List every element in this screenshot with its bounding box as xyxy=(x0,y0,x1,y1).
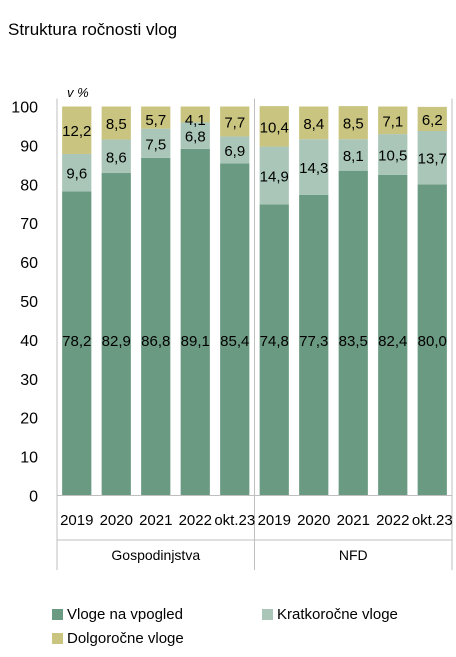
data-label: 8,6 xyxy=(106,149,127,166)
y-tick-label: 90 xyxy=(20,138,38,155)
bar-segment xyxy=(220,163,250,496)
bar-segment xyxy=(259,146,289,205)
bar-segment xyxy=(101,139,131,174)
y-tick-label: 60 xyxy=(20,255,38,272)
bar-segment xyxy=(338,170,368,496)
bar-segment xyxy=(180,122,210,149)
bar-segment xyxy=(378,174,408,496)
x-tick-label: okt.23 xyxy=(412,512,453,529)
data-label: 74,8 xyxy=(260,333,289,350)
data-label: 85,4 xyxy=(220,333,249,350)
data-label: 8,1 xyxy=(343,148,364,165)
data-label: 4,1 xyxy=(185,112,206,129)
data-label: 14,3 xyxy=(299,160,328,177)
x-tick-label: 2020 xyxy=(297,512,330,529)
y-tick-label: 40 xyxy=(20,333,38,350)
data-label: 8,5 xyxy=(106,116,127,133)
bar-segment xyxy=(220,136,250,164)
x-tick-label: 2022 xyxy=(179,512,212,529)
data-label: 86,8 xyxy=(141,333,170,350)
data-label: 82,4 xyxy=(378,333,407,350)
bar-segment xyxy=(299,194,329,496)
bar-segment xyxy=(417,106,447,132)
legend-swatch xyxy=(52,609,63,620)
data-label: 12,2 xyxy=(62,123,91,140)
bar-segment xyxy=(338,139,368,171)
bar-segment xyxy=(259,204,289,496)
bar-segment xyxy=(62,191,92,496)
data-label: 7,7 xyxy=(224,114,245,131)
y-tick-label: 30 xyxy=(20,372,38,389)
bar-segment xyxy=(141,157,171,496)
data-label: 14,9 xyxy=(260,169,289,186)
data-label: 7,1 xyxy=(382,113,403,130)
x-tick-label: 2020 xyxy=(100,512,133,529)
bar-segment xyxy=(101,106,131,140)
stacked-bar-chart: 0 10 20 30 40 50 60 70 80 90 100 v % 78,2 9,6 12,2 82,9… xyxy=(11,85,453,570)
data-label: 82,9 xyxy=(102,333,131,350)
bar-segment xyxy=(378,134,408,175)
bar-segment xyxy=(180,106,210,123)
x-tick-label: 2021 xyxy=(337,512,370,529)
y-tick-label: 80 xyxy=(20,177,38,194)
data-label: 6,2 xyxy=(422,112,443,129)
data-label: 6,9 xyxy=(224,143,245,160)
bar-segment xyxy=(141,106,171,129)
y-tick-label: 0 xyxy=(29,489,38,506)
bar-segment xyxy=(299,106,329,140)
bar-segment xyxy=(101,173,131,496)
chart-title: Struktura ročnosti vlog xyxy=(8,20,178,39)
data-label: 5,7 xyxy=(145,112,166,129)
y-tick-label: 100 xyxy=(11,100,38,117)
legend-label: Vloge na vpogled xyxy=(67,606,183,623)
bar-segment xyxy=(338,106,368,140)
x-tick-label: 2019 xyxy=(60,512,93,529)
x-tick-label: okt.23 xyxy=(214,512,255,529)
y-tick-label: 10 xyxy=(20,450,38,467)
bar-segment xyxy=(259,106,289,147)
data-label: 8,5 xyxy=(343,116,364,133)
legend-label: Kratkoročne vloge xyxy=(277,606,398,623)
x-tick-label: 2022 xyxy=(376,512,409,529)
group-label: Gospodinjstva xyxy=(111,547,200,563)
data-label: 9,6 xyxy=(66,166,87,183)
legend-item-vloge-na-vpogled: Vloge na vpogled xyxy=(52,606,183,623)
bar-segment xyxy=(180,148,210,496)
bar-segment xyxy=(220,106,250,137)
bar-segment xyxy=(141,128,171,158)
bar-segment xyxy=(417,131,447,185)
data-label: 78,2 xyxy=(62,333,91,350)
bar-segment xyxy=(378,106,408,135)
data-label: 83,5 xyxy=(339,333,368,350)
legend-label: Dolgoročne vloge xyxy=(67,630,184,647)
legend-item-kratkorocne-vloge: Kratkoročne vloge xyxy=(262,606,398,623)
data-label: 8,4 xyxy=(303,116,324,133)
bar-segment xyxy=(299,139,329,195)
data-label: 6,8 xyxy=(185,129,206,146)
bar-segment xyxy=(62,106,92,154)
data-label: 10,5 xyxy=(378,148,407,165)
y-tick-label: 50 xyxy=(20,294,38,311)
y-tick-label: 20 xyxy=(20,411,38,428)
bar-segment xyxy=(62,153,92,192)
legend-item-dolgorocne-vloge: Dolgoročne vloge xyxy=(52,630,184,647)
y-unit-label: v % xyxy=(67,85,89,100)
data-label: 89,1 xyxy=(181,333,210,350)
legend-swatch xyxy=(262,609,273,620)
data-label: 7,5 xyxy=(145,136,166,153)
legend-swatch xyxy=(52,633,63,644)
data-label: 13,7 xyxy=(418,151,447,168)
x-tick-label: 2019 xyxy=(258,512,291,529)
x-tick-label: 2021 xyxy=(139,512,172,529)
group-label: NFD xyxy=(339,547,368,563)
bar-segment xyxy=(417,184,447,496)
data-label: 77,3 xyxy=(299,333,328,350)
data-label: 10,4 xyxy=(260,119,289,136)
y-tick-label: 70 xyxy=(20,216,38,233)
data-label: 80,0 xyxy=(418,333,447,350)
